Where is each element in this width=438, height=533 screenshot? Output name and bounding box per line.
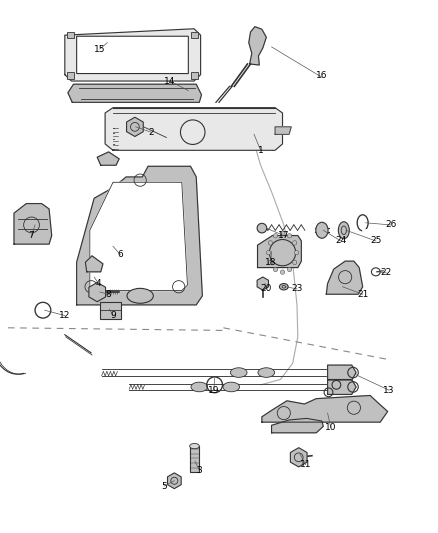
Text: 7: 7 — [28, 231, 35, 240]
Text: 5: 5 — [161, 482, 167, 490]
FancyBboxPatch shape — [77, 36, 188, 74]
Circle shape — [280, 270, 285, 274]
FancyBboxPatch shape — [191, 32, 198, 38]
Text: 9: 9 — [110, 311, 116, 320]
Polygon shape — [272, 418, 323, 433]
Text: 11: 11 — [300, 461, 311, 469]
Text: 6: 6 — [117, 251, 124, 259]
Text: 15: 15 — [94, 45, 106, 53]
Text: 24: 24 — [335, 237, 346, 245]
Circle shape — [268, 241, 272, 245]
Ellipse shape — [279, 284, 288, 290]
Ellipse shape — [190, 443, 199, 449]
Circle shape — [287, 233, 292, 238]
Text: 2: 2 — [148, 128, 154, 136]
Circle shape — [294, 251, 299, 255]
Text: 22: 22 — [381, 269, 392, 277]
Text: 25: 25 — [370, 237, 381, 245]
Ellipse shape — [191, 382, 208, 392]
Ellipse shape — [338, 222, 350, 239]
Polygon shape — [328, 379, 356, 394]
Text: 10: 10 — [325, 423, 336, 432]
Ellipse shape — [230, 368, 247, 377]
Text: 4: 4 — [96, 279, 101, 288]
FancyBboxPatch shape — [100, 302, 121, 319]
Text: 12: 12 — [59, 311, 71, 320]
Text: 14: 14 — [164, 77, 176, 85]
Polygon shape — [326, 261, 363, 294]
Polygon shape — [90, 182, 187, 290]
Ellipse shape — [316, 222, 328, 238]
Ellipse shape — [127, 288, 153, 303]
FancyBboxPatch shape — [67, 32, 74, 38]
Text: 21: 21 — [357, 290, 368, 298]
Polygon shape — [249, 27, 266, 65]
Ellipse shape — [258, 368, 275, 377]
Polygon shape — [85, 256, 103, 272]
Circle shape — [273, 233, 278, 238]
Ellipse shape — [257, 223, 267, 233]
Circle shape — [293, 241, 297, 245]
Text: 13: 13 — [383, 386, 395, 394]
Polygon shape — [105, 108, 283, 150]
Text: 1: 1 — [258, 146, 264, 155]
Text: 17: 17 — [278, 231, 290, 240]
Ellipse shape — [223, 382, 240, 392]
Circle shape — [266, 251, 271, 255]
Text: 8: 8 — [106, 290, 112, 298]
Polygon shape — [275, 127, 291, 134]
Text: 3: 3 — [196, 466, 202, 474]
Polygon shape — [97, 152, 119, 165]
Polygon shape — [77, 166, 202, 305]
Circle shape — [273, 268, 278, 272]
Polygon shape — [14, 204, 52, 244]
Circle shape — [268, 260, 272, 264]
Text: 20: 20 — [261, 285, 272, 293]
Text: 26: 26 — [385, 221, 396, 229]
FancyBboxPatch shape — [191, 72, 198, 79]
Polygon shape — [65, 29, 201, 81]
Polygon shape — [68, 84, 201, 102]
Polygon shape — [258, 236, 301, 268]
FancyBboxPatch shape — [190, 446, 199, 472]
Text: 18: 18 — [265, 258, 276, 266]
Text: 23: 23 — [291, 285, 303, 293]
Circle shape — [287, 268, 292, 272]
Polygon shape — [328, 365, 356, 380]
Text: 19: 19 — [208, 386, 219, 394]
Polygon shape — [262, 395, 388, 422]
Circle shape — [280, 231, 285, 236]
FancyBboxPatch shape — [67, 72, 74, 79]
Circle shape — [293, 260, 297, 264]
Text: 16: 16 — [316, 71, 328, 80]
